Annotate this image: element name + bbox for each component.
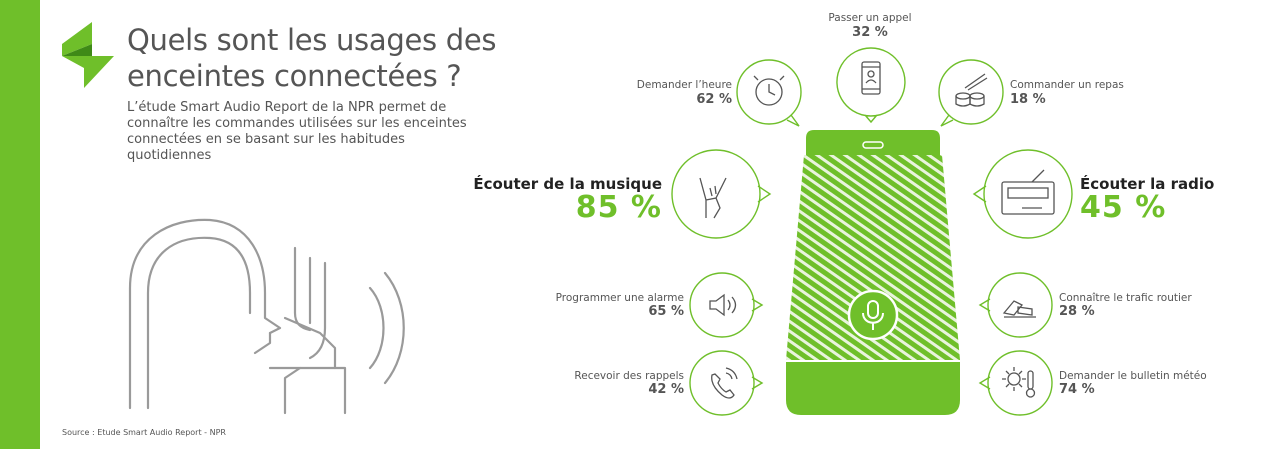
value-demander-heure: 62 % (696, 92, 732, 107)
phone-contact-icon (861, 61, 881, 95)
label-passer-appel: Passer un appel (828, 12, 912, 24)
value-trafic-routier: 28 % (1059, 304, 1095, 319)
title-line-1: Quels sont les usages des (127, 23, 497, 57)
value-programmer-alarme: 65 % (648, 304, 684, 319)
label-demander-heure: Demander l’heure (636, 79, 732, 91)
person-speaking-illustration (128, 218, 405, 415)
label-trafic-routier: Connaître le trafic routier (1059, 292, 1192, 304)
label-ecouter-radio: Écouter la radio (1080, 175, 1215, 193)
label-programmer-alarme: Programmer une alarme (555, 292, 684, 304)
rock-hand-icon (699, 177, 727, 219)
sushi-icon (955, 73, 988, 107)
value-ecouter-radio: 45 % (1080, 190, 1167, 225)
page-title: Quels sont les usages des enceintes conn… (127, 22, 496, 94)
value-ecouter-musique: 85 % (575, 190, 662, 225)
weather-icon (1002, 367, 1036, 398)
bubble-commander-repas (935, 58, 1005, 132)
car-crash-icon (1002, 300, 1036, 318)
value-passer-appel: 32 % (852, 25, 888, 40)
speaker-sound-icon (709, 293, 737, 317)
bubble-trafic-routier (974, 271, 1054, 339)
bubble-demander-heure (735, 58, 805, 132)
value-commander-repas: 18 % (1010, 92, 1046, 107)
bubble-recevoir-rappels (688, 349, 768, 417)
page-subtitle: L’étude Smart Audio Report de la NPR per… (127, 100, 467, 163)
bubble-programmer-alarme (688, 271, 768, 339)
phone-ringing-icon (711, 367, 738, 399)
value-bulletin-meteo: 74 % (1059, 382, 1095, 397)
clock-icon (753, 75, 785, 106)
bubble-bulletin-meteo (974, 349, 1054, 417)
label-ecouter-musique: Écouter de la musique (473, 175, 662, 193)
left-accent-bar (0, 0, 40, 449)
label-commander-repas: Commander un repas (1010, 79, 1124, 91)
smart-speaker-illustration (786, 130, 960, 415)
label-recevoir-rappels: Recevoir des rappels (574, 370, 684, 382)
bubble-ecouter-radio (962, 148, 1074, 242)
value-recevoir-rappels: 42 % (648, 382, 684, 397)
label-bulletin-meteo: Demander le bulletin météo (1059, 370, 1207, 382)
bubble-passer-appel (835, 46, 907, 124)
radio-icon (1001, 169, 1055, 215)
brand-logo-icon (62, 22, 114, 88)
title-line-2: enceintes connectées ? (127, 59, 462, 93)
bubble-ecouter-musique (670, 148, 782, 242)
source-note: Source : Etude Smart Audio Report - NPR (62, 428, 226, 437)
